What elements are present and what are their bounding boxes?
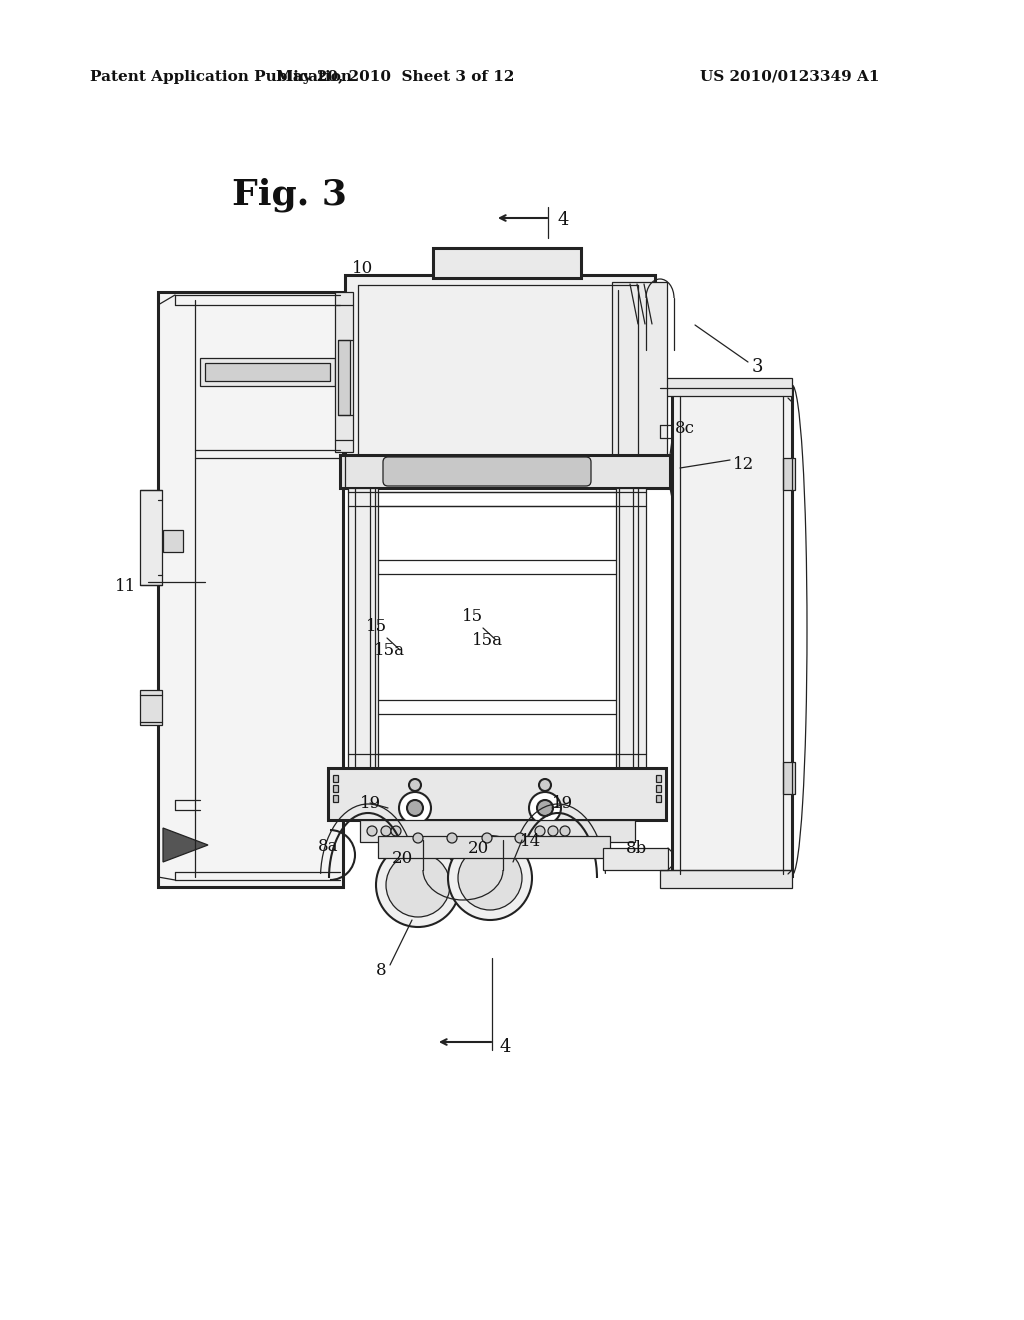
Bar <box>328 768 666 820</box>
Text: 8c: 8c <box>675 420 695 437</box>
Circle shape <box>376 843 460 927</box>
Circle shape <box>447 833 457 843</box>
Bar <box>656 775 662 781</box>
Bar <box>158 292 343 887</box>
Text: 19: 19 <box>552 795 573 812</box>
Text: 15a: 15a <box>472 632 503 649</box>
Text: 4: 4 <box>558 211 569 228</box>
Bar <box>163 531 183 552</box>
Bar <box>656 795 662 803</box>
Text: 10: 10 <box>352 260 374 277</box>
Text: Fig. 3: Fig. 3 <box>232 178 347 213</box>
Bar <box>335 292 353 451</box>
Text: 3: 3 <box>752 358 764 376</box>
Bar <box>348 488 378 768</box>
Circle shape <box>535 826 545 836</box>
FancyBboxPatch shape <box>383 457 591 486</box>
Text: Patent Application Publication: Patent Application Publication <box>90 70 352 84</box>
Bar <box>200 358 335 385</box>
Bar <box>783 458 795 490</box>
Circle shape <box>409 779 421 791</box>
Text: 8b: 8b <box>626 840 647 857</box>
Text: May 20, 2010  Sheet 3 of 12: May 20, 2010 Sheet 3 of 12 <box>275 70 514 84</box>
Text: 15: 15 <box>366 618 387 635</box>
Circle shape <box>413 833 423 843</box>
Bar <box>140 490 162 585</box>
Bar <box>140 690 162 725</box>
Text: 4: 4 <box>500 1038 511 1056</box>
Circle shape <box>367 826 377 836</box>
Circle shape <box>539 779 551 791</box>
Text: 15: 15 <box>462 609 483 624</box>
Text: 20: 20 <box>392 850 414 867</box>
Text: 15a: 15a <box>374 642 406 659</box>
Circle shape <box>386 853 450 917</box>
Circle shape <box>560 826 570 836</box>
Text: 19: 19 <box>360 795 381 812</box>
Bar <box>603 847 668 870</box>
Text: 8a: 8a <box>318 838 339 855</box>
Circle shape <box>548 826 558 836</box>
Bar <box>660 870 792 888</box>
Circle shape <box>381 826 391 836</box>
Bar <box>345 275 655 465</box>
Circle shape <box>515 833 525 843</box>
Text: 12: 12 <box>733 455 755 473</box>
Bar <box>360 820 635 842</box>
Bar <box>205 363 330 381</box>
Circle shape <box>482 833 492 843</box>
Bar <box>783 762 795 795</box>
Bar <box>333 785 338 792</box>
Bar <box>433 248 581 279</box>
Circle shape <box>407 800 423 816</box>
Circle shape <box>391 826 401 836</box>
Text: 8: 8 <box>376 962 387 979</box>
Bar <box>616 488 646 768</box>
Bar <box>672 388 792 876</box>
Bar <box>378 836 610 858</box>
Bar <box>660 378 792 396</box>
Text: US 2010/0123349 A1: US 2010/0123349 A1 <box>700 70 880 84</box>
Bar <box>333 775 338 781</box>
Bar <box>340 455 670 488</box>
Circle shape <box>537 800 553 816</box>
Text: 14: 14 <box>520 833 542 850</box>
Bar <box>612 282 667 459</box>
Text: 20: 20 <box>468 840 489 857</box>
Polygon shape <box>163 828 208 862</box>
Circle shape <box>529 792 561 824</box>
Bar <box>338 341 350 414</box>
Circle shape <box>449 836 532 920</box>
Text: 11: 11 <box>115 578 136 595</box>
Bar <box>656 785 662 792</box>
Bar <box>333 795 338 803</box>
Circle shape <box>458 846 522 909</box>
Circle shape <box>399 792 431 824</box>
